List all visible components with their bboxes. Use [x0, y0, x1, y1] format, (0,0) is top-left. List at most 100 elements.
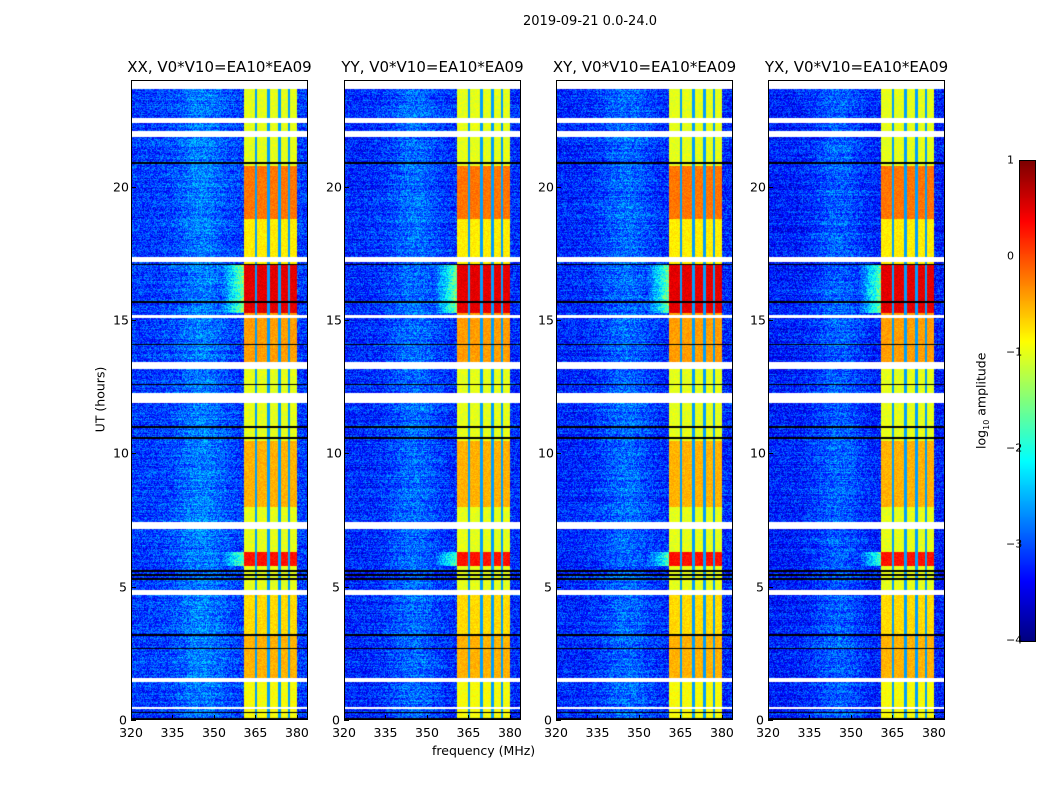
x-tick-label: 365 [456, 725, 481, 740]
y-tick-mark [556, 720, 561, 721]
spectrogram-image [556, 80, 733, 720]
x-tick-label: 365 [243, 725, 268, 740]
spectrogram-image [768, 80, 945, 720]
x-tick-mark [131, 715, 132, 720]
y-tick-label: 5 [332, 579, 340, 595]
y-tick-label: 15 [538, 312, 554, 328]
x-tick-mark [468, 715, 470, 720]
y-tick-mark [344, 720, 349, 721]
x-tick-mark [809, 715, 811, 720]
x-tick-label: 335 [797, 725, 822, 740]
y-tick-label: 20 [326, 179, 342, 195]
colorbar [1019, 160, 1036, 642]
y-tick-label: 5 [544, 579, 552, 595]
y-tick-mark [768, 320, 773, 321]
colorbar-tick-label: −1 [1006, 345, 1023, 359]
y-tick-mark [556, 320, 561, 321]
x-tick-label: 320 [544, 725, 568, 740]
x-tick-label: 365 [668, 725, 693, 740]
x-tick-mark [638, 715, 640, 720]
y-tick-label: 15 [750, 312, 766, 328]
colorbar-tick-label: −3 [1006, 537, 1023, 551]
colorbar-label: log10 amplitude [973, 352, 991, 449]
x-tick-label: 335 [160, 725, 185, 740]
y-tick-label: 5 [119, 579, 127, 595]
x-tick-label: 380 [285, 725, 309, 740]
x-tick-mark [344, 715, 345, 720]
x-tick-label: 380 [922, 725, 946, 740]
y-tick-label: 20 [113, 179, 129, 195]
spectrogram-image [344, 80, 521, 720]
y-tick-mark [556, 186, 561, 188]
colorbar-tick-label: 1 [1007, 153, 1014, 167]
panel-title: YY, V0*V10=EA10*EA09 [341, 58, 524, 76]
y-tick-mark [131, 453, 136, 455]
spectrogram-panel-3: XY, V0*V10=EA10*EA09 320 335 350 365 380 0 5 10 1… [538, 58, 736, 740]
colorbar-tick-label: 0 [1007, 249, 1014, 263]
x-tick-label: 350 [415, 725, 439, 740]
y-tick-mark [344, 586, 349, 588]
x-tick-mark [850, 715, 852, 720]
y-tick-mark [131, 186, 136, 188]
figure-title: 2019-09-21 0.0-24.0 [523, 14, 657, 29]
x-tick-mark [892, 715, 894, 720]
x-tick-mark [426, 715, 428, 720]
y-tick-label: 0 [756, 712, 764, 728]
x-tick-label: 335 [585, 725, 610, 740]
panel-title: YX, V0*V10=EA10*EA09 [764, 58, 949, 76]
y-tick-label: 0 [544, 712, 552, 728]
spectrogram-image [131, 80, 308, 720]
y-tick-label: 20 [750, 179, 766, 195]
y-tick-label: 20 [538, 179, 554, 195]
x-tick-mark [255, 715, 257, 720]
plot-frame [344, 80, 521, 720]
x-tick-mark [385, 715, 387, 720]
x-axis-label: frequency (MHz) [432, 743, 536, 758]
y-tick-mark [768, 186, 773, 188]
y-tick-mark [556, 453, 561, 455]
plot-frame [556, 80, 733, 720]
x-tick-label: 365 [880, 725, 905, 740]
x-tick-mark [172, 715, 174, 720]
x-tick-label: 380 [710, 725, 734, 740]
x-tick-label: 320 [332, 725, 356, 740]
spectrogram-panel-4: YX, V0*V10=EA10*EA09 320 335 350 365 380 0 5 10 1… [750, 58, 948, 740]
y-tick-label: 10 [113, 445, 129, 461]
y-tick-mark [131, 720, 136, 721]
y-tick-mark [131, 586, 136, 588]
x-tick-label: 320 [756, 725, 780, 740]
y-tick-label: 10 [326, 445, 342, 461]
x-tick-label: 350 [202, 725, 226, 740]
x-tick-label: 320 [119, 725, 143, 740]
spectrogram-panel-2: YY, V0*V10=EA10*EA09 320 335 350 365 380 0 5 10 1… [326, 58, 524, 740]
x-tick-mark [556, 715, 557, 720]
y-tick-mark [131, 320, 136, 321]
colorbar-tick-label: −2 [1006, 441, 1023, 455]
spectrogram-panel-1: XX, V0*V10=EA10*EA09 320 335 350 365 380 0 5 10 1… [113, 58, 312, 740]
x-tick-label: 350 [839, 725, 863, 740]
y-tick-mark [768, 453, 773, 455]
y-tick-label: 15 [113, 312, 129, 328]
y-tick-label: 0 [332, 712, 340, 728]
y-tick-label: 10 [538, 445, 554, 461]
colorbar-tick-label: −4 [1006, 633, 1023, 647]
panel-title: XY, V0*V10=EA10*EA09 [552, 58, 737, 76]
y-tick-label: 5 [756, 579, 764, 595]
y-tick-mark [344, 453, 349, 455]
colorbar-gradient [1020, 161, 1035, 641]
plot-frame [768, 80, 945, 720]
x-tick-mark [509, 715, 511, 720]
plot-frame [131, 80, 308, 720]
y-tick-label: 0 [119, 712, 127, 728]
x-tick-mark [768, 715, 769, 720]
y-tick-mark [768, 720, 773, 721]
panel-title: XX, V0*V10=EA10*EA09 [127, 58, 312, 76]
x-tick-label: 335 [373, 725, 398, 740]
y-tick-mark [768, 586, 773, 588]
y-tick-label: 10 [750, 445, 766, 461]
y-axis-label: UT (hours) [92, 366, 108, 433]
y-tick-label: 15 [326, 312, 342, 328]
x-tick-mark [680, 715, 682, 720]
x-tick-mark [933, 715, 935, 720]
y-tick-mark [344, 186, 349, 188]
